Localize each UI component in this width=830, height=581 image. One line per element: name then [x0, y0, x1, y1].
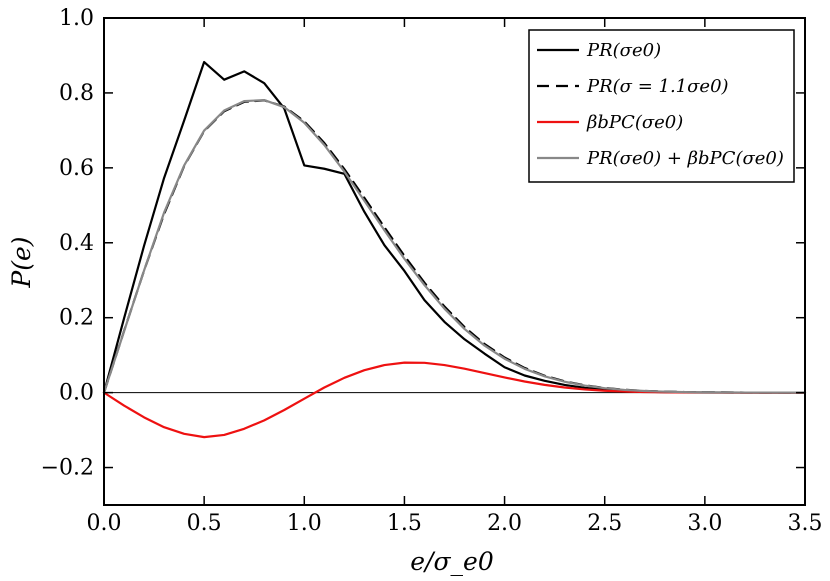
y-tick-label: 0.2 — [59, 306, 94, 331]
y-tick-label: 1.0 — [59, 6, 94, 31]
x-tick-label: 0.5 — [187, 511, 222, 536]
axis-ticks: 0.0 0.5 1.0 1.5 2.0 2.5 3.0 3.5 −0.2 0.0 0.2 0.4 0.6… — [41, 6, 823, 536]
plot-marks — [102, 60, 807, 439]
y-tick-label: 0.4 — [59, 231, 94, 256]
legend-label-2: PR(σ = 1.1σe0) — [586, 76, 729, 97]
x-tick-label: 2.0 — [487, 511, 522, 536]
legend: PR(σe0) PR(σ = 1.1σe0) βbPC(σe0) PR(σe0) + … — [528, 29, 795, 183]
y-tick-label: 0.6 — [59, 156, 94, 181]
x-tick-label: 3.5 — [788, 511, 823, 536]
x-tick-label: 2.5 — [587, 511, 622, 536]
y-axis-label: P(e) — [7, 236, 36, 288]
legend-box — [528, 29, 795, 183]
series-line-4 — [102, 98, 807, 394]
y-tick-label: 0.8 — [59, 81, 94, 106]
x-axis-label: e/σ_e0 — [410, 547, 494, 576]
x-tick-label: 0.0 — [87, 511, 122, 536]
y-tick-label: 0.0 — [59, 381, 94, 406]
plot-frame — [103, 17, 806, 506]
x-tick-label: 1.5 — [387, 511, 422, 536]
legend-label-3: βbPC(σe0) — [586, 112, 683, 133]
legend-label-4: PR(σe0) + βbPC(σe0) — [586, 148, 784, 169]
x-tick-label: 3.0 — [687, 511, 722, 536]
series-line-3 — [102, 361, 807, 439]
y-tick-label: −0.2 — [41, 456, 94, 481]
x-tick-label: 1.0 — [287, 511, 322, 536]
legend-label-1: PR(σe0) — [586, 40, 661, 61]
